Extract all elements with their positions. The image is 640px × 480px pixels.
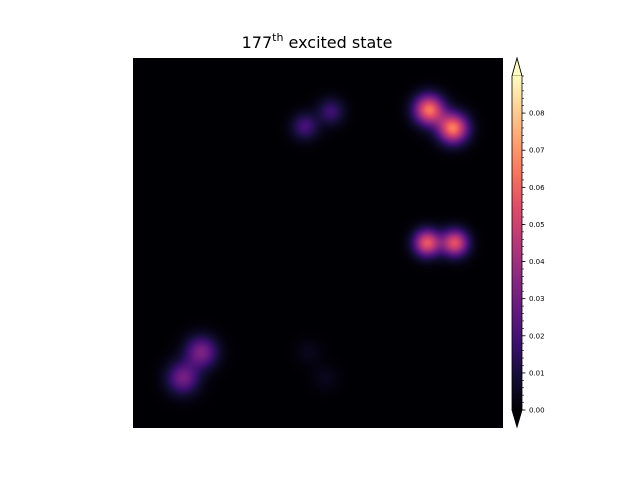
colorbar-tick-label: 0.08 xyxy=(529,110,545,118)
colorbar-tick-label: 0.07 xyxy=(529,147,545,155)
colorbar-tick-label: 0.06 xyxy=(529,184,545,192)
heatmap-container xyxy=(133,58,503,428)
colorbar-tick-label: 0.03 xyxy=(529,295,545,303)
chart-title-prefix: 177 xyxy=(242,33,273,52)
chart-title-superscript: th xyxy=(272,31,283,44)
colorbar-tick-label: 0.02 xyxy=(529,332,545,340)
colorbar-tick-label: 0.05 xyxy=(529,221,545,229)
colorbar-extend-max xyxy=(511,56,523,77)
colorbar: 0.00 0.01 0.02 0.03 0.04 0.05 0.06 0.07 0.08 xyxy=(511,56,545,429)
colorbar-tick-label: 0.04 xyxy=(529,258,545,266)
colorbar-scale xyxy=(512,76,522,410)
chart-title-suffix: excited state xyxy=(283,33,392,52)
colorbar-tick-label: 0.01 xyxy=(529,369,545,377)
colorbar-major-ticks: 0.00 0.01 0.02 0.03 0.04 0.05 0.06 0.07 0.08 xyxy=(522,110,545,415)
colorbar-tick-label: 0.00 xyxy=(529,407,545,415)
colorbar-extend-min xyxy=(511,409,523,429)
heatmap-image xyxy=(133,58,503,428)
chart-title: 177th excited state xyxy=(242,31,393,52)
